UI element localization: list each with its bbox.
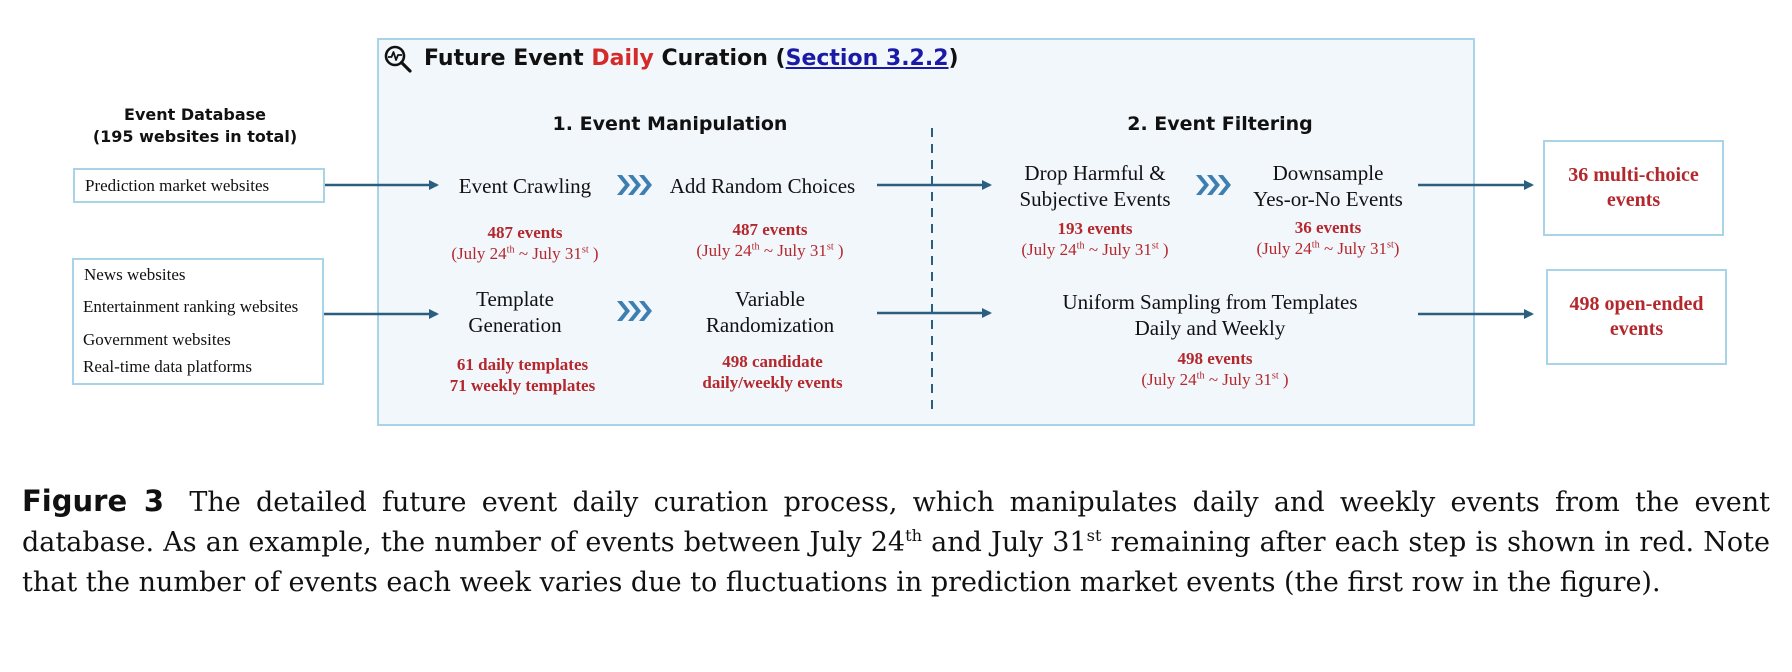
panel-title: Future Event Daily Curation (Section 3.2… — [424, 46, 959, 71]
count-random: 487 events (July 24th ~ July 31st ) — [665, 219, 875, 261]
dates-crawling: (July 24th ~ July 31st ) — [451, 244, 599, 263]
node-template-generation: Template Generation — [430, 286, 600, 338]
node-variable-randomization: Variable Randomization — [680, 286, 860, 338]
flow-connectors — [324, 128, 1534, 412]
chevrons-row1-manipulation — [617, 175, 652, 195]
variable-line-1: Variable — [735, 287, 805, 311]
variable-count-line-1: 498 candidate — [722, 352, 823, 371]
variable-count-line-2: daily/weekly events — [702, 373, 843, 392]
section-link[interactable]: Section 3.2.2 — [785, 46, 949, 71]
dates-random: (July 24th ~ July 31st ) — [696, 241, 844, 260]
count-drop-events: 193 events — [1057, 219, 1133, 238]
drop-line-1: Drop Harmful & — [1024, 161, 1166, 185]
title-prefix: Future Event — [424, 46, 592, 71]
caption-text-b: and July 31 — [922, 527, 1087, 558]
database-title: Event Database (195 websites in total) — [80, 104, 310, 148]
node-drop-harmful: Drop Harmful & Subjective Events — [990, 160, 1200, 212]
title-suffix: ) — [948, 46, 959, 71]
count-variable: 498 candidate daily/weekly events — [670, 351, 875, 393]
output-multi-choice: 36 multi-choice events — [1568, 164, 1699, 211]
template-line-1: Template — [476, 287, 554, 311]
magnifier-pulse-icon — [384, 45, 412, 73]
node-event-crawling: Event Crawling — [458, 174, 592, 198]
source-item: Government websites — [83, 330, 231, 349]
database-subtitle: (195 websites in total) — [92, 127, 298, 146]
count-random-events: 487 events — [732, 220, 808, 239]
source-box-prediction — [73, 168, 325, 203]
count-crawling-events: 487 events — [487, 223, 563, 242]
source-item: Prediction market websites — [85, 176, 270, 195]
dates-drop: (July 24th ~ July 31st ) — [1021, 240, 1169, 259]
section-header-filtering: 2. Event Filtering — [1127, 113, 1313, 135]
count-templates: 61 daily templates 71 weekly templates — [420, 354, 625, 396]
drop-line-2: Subjective Events — [1019, 187, 1171, 211]
source-item: Real-time data platforms — [83, 357, 252, 376]
title-daily: Daily — [591, 46, 654, 71]
count-drop: 193 events (July 24th ~ July 31st ) — [990, 218, 1200, 260]
count-downsample-events: 36 events — [1294, 218, 1362, 237]
caption-text-c: remaining after each step is shown in re… — [22, 527, 1770, 598]
downsample-line-1: Downsample — [1272, 161, 1384, 185]
count-uniform-events: 498 events — [1177, 349, 1253, 368]
section-header-manipulation: 1. Event Manipulation — [552, 113, 788, 135]
uniform-line-1: Uniform Sampling from Templates — [1062, 290, 1358, 314]
count-weekly-templates: 71 weekly templates — [449, 376, 596, 395]
uniform-line-2: Daily and Weekly — [1134, 316, 1286, 340]
source-item: News websites — [84, 265, 186, 284]
output-box-multi-choice: 36 multi-choice events — [1543, 140, 1724, 236]
caption-sup-a: th — [905, 526, 923, 545]
curation-panel — [377, 38, 1475, 426]
count-downsample: 36 events (July 24th ~ July 31st) — [1228, 217, 1428, 259]
title-mid: Curation ( — [653, 46, 786, 71]
figure-caption: Figure 3 The detailed future event daily… — [22, 481, 1770, 603]
dates-downsample: (July 24th ~ July 31st) — [1256, 239, 1400, 258]
count-daily-templates: 61 daily templates — [456, 355, 589, 374]
dates-uniform: (July 24th ~ July 31st ) — [1141, 370, 1289, 389]
count-crawling: 487 events (July 24th ~ July 31st ) — [420, 222, 630, 264]
database-title-line: Event Database — [124, 105, 266, 124]
source-item: Entertainment ranking websites — [83, 297, 299, 316]
output-box-open-ended: 498 open-ended events — [1546, 269, 1727, 365]
chevrons-row2-manipulation — [617, 301, 652, 321]
node-add-random-choices: Add Random Choices — [669, 174, 856, 198]
template-line-2: Generation — [468, 313, 562, 337]
chevrons-row1-filtering — [1196, 175, 1231, 195]
output-open-ended: 498 open-ended events — [1569, 293, 1704, 340]
node-uniform-sampling: Uniform Sampling from Templates Daily an… — [1040, 289, 1380, 341]
downsample-line-2: Yes-or-No Events — [1253, 187, 1403, 211]
count-uniform: 498 events (July 24th ~ July 31st ) — [1110, 348, 1320, 390]
figure-label: Figure 3 — [22, 484, 165, 518]
node-downsample: Downsample Yes-or-No Events — [1228, 160, 1428, 212]
caption-sup-b: st — [1086, 526, 1102, 545]
variable-line-2: Randomization — [705, 313, 835, 337]
caption-text-a: The detailed future event daily curation… — [22, 487, 1770, 558]
source-box-other — [72, 258, 324, 385]
